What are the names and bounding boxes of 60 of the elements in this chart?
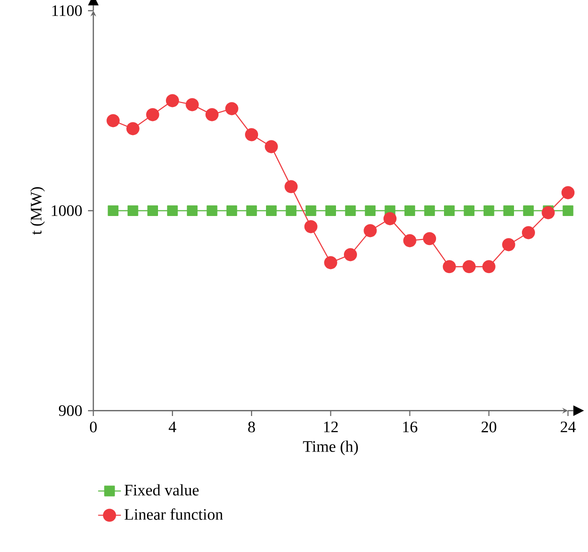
- point: [166, 94, 179, 108]
- point: [404, 205, 416, 216]
- y-tick-label: 900: [58, 405, 82, 416]
- x-tick-label: 4: [168, 422, 176, 432]
- point: [344, 248, 357, 262]
- x-axis-title: Time (h): [303, 440, 358, 456]
- point: [106, 114, 120, 128]
- point: [205, 108, 219, 122]
- legend-label: Fixed value: [124, 484, 199, 496]
- x-tick-label: 12: [324, 422, 338, 432]
- point: [167, 205, 178, 216]
- point: [128, 205, 138, 216]
- point: [245, 128, 258, 142]
- point: [444, 205, 455, 216]
- x-tick-label: 16: [403, 422, 418, 432]
- point: [286, 205, 296, 216]
- point: [186, 98, 199, 112]
- point: [206, 205, 218, 216]
- point: [304, 220, 318, 234]
- point: [424, 205, 435, 216]
- point: [325, 205, 336, 216]
- point: [523, 205, 534, 216]
- x-tick-label: 8: [248, 422, 255, 432]
- point: [324, 256, 338, 270]
- point: [147, 205, 158, 216]
- point: [542, 206, 555, 220]
- point: [462, 260, 476, 274]
- point: [503, 205, 514, 216]
- point: [383, 212, 397, 226]
- point: [306, 205, 316, 216]
- point: [364, 205, 376, 216]
- legend-label: Linear function: [124, 508, 223, 520]
- y-tick-label: 1100: [52, 5, 82, 16]
- point: [522, 226, 535, 240]
- point: [482, 260, 496, 274]
- point: [484, 205, 494, 216]
- x-tick-label: 0: [90, 422, 97, 432]
- point: [502, 238, 516, 252]
- point: [403, 234, 416, 248]
- point: [423, 232, 436, 246]
- point: [442, 260, 456, 274]
- point: [108, 205, 118, 216]
- point: [464, 205, 474, 216]
- point: [561, 186, 575, 200]
- point: [264, 140, 278, 154]
- point: [146, 108, 160, 122]
- point: [266, 205, 277, 216]
- point: [186, 205, 198, 216]
- x-tick-label: 24: [560, 422, 576, 432]
- point: [226, 205, 238, 216]
- y-axis-title: t (MW): [30, 187, 45, 235]
- y-tick-label: 1000: [52, 205, 82, 216]
- point: [345, 205, 356, 216]
- point: [126, 122, 140, 136]
- point: [562, 205, 574, 216]
- point: [364, 224, 377, 238]
- x-tick-label: 20: [482, 422, 496, 432]
- point: [284, 180, 298, 194]
- point: [246, 205, 257, 216]
- point: [225, 102, 238, 116]
